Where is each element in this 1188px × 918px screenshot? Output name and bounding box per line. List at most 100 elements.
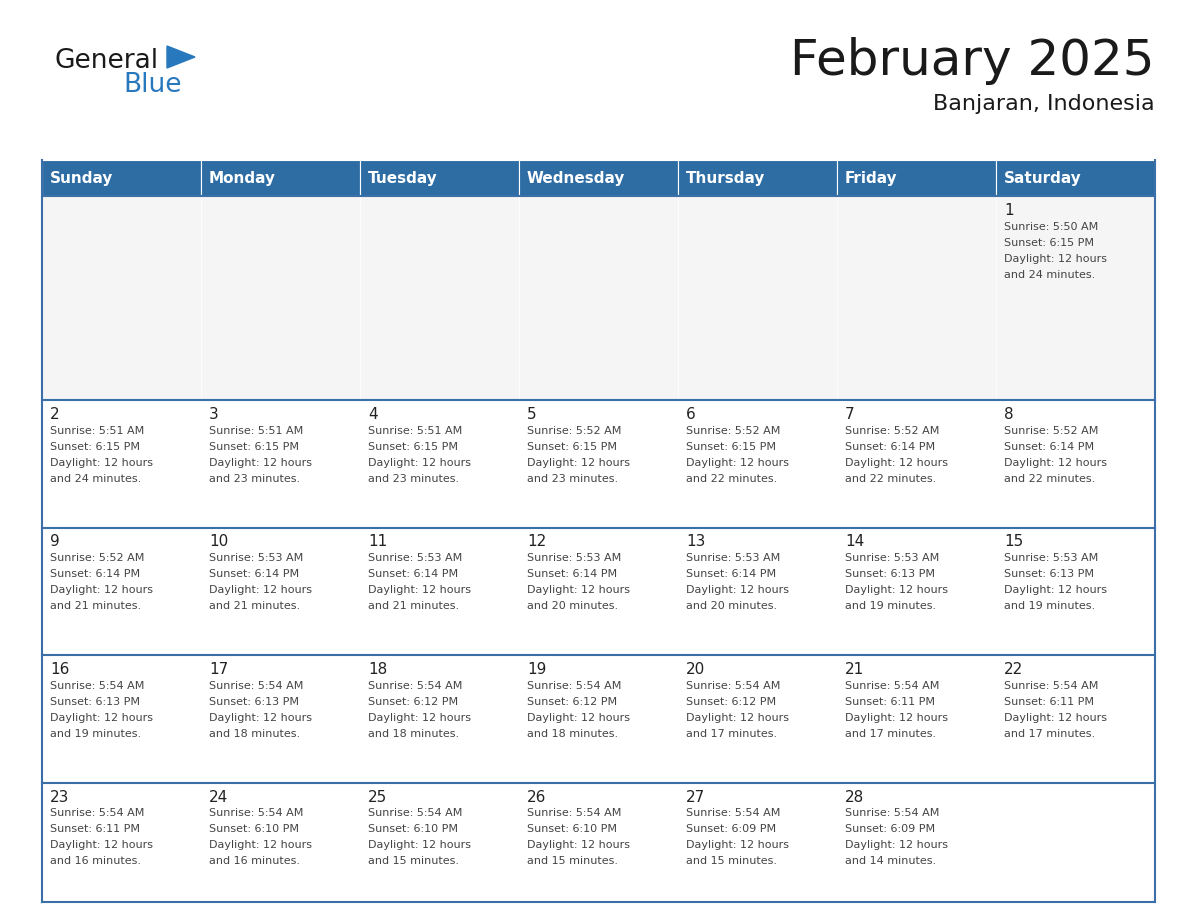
Text: Daylight: 12 hours: Daylight: 12 hours — [50, 840, 153, 850]
Text: and 22 minutes.: and 22 minutes. — [1004, 474, 1095, 484]
Text: and 23 minutes.: and 23 minutes. — [527, 474, 618, 484]
Text: and 20 minutes.: and 20 minutes. — [685, 601, 777, 611]
Text: Daylight: 12 hours: Daylight: 12 hours — [368, 586, 470, 595]
Text: Sunset: 6:14 PM: Sunset: 6:14 PM — [1004, 442, 1094, 452]
Text: 24: 24 — [209, 789, 228, 804]
Text: Sunrise: 5:54 AM: Sunrise: 5:54 AM — [1004, 681, 1099, 691]
Text: and 15 minutes.: and 15 minutes. — [368, 856, 459, 867]
Text: Sunset: 6:11 PM: Sunset: 6:11 PM — [1004, 697, 1094, 707]
Text: Sunset: 6:15 PM: Sunset: 6:15 PM — [527, 442, 617, 452]
Text: Sunrise: 5:52 AM: Sunrise: 5:52 AM — [1004, 426, 1099, 436]
Text: Daylight: 12 hours: Daylight: 12 hours — [209, 458, 312, 468]
Text: and 15 minutes.: and 15 minutes. — [685, 856, 777, 867]
Text: Daylight: 12 hours: Daylight: 12 hours — [527, 712, 630, 722]
Text: Daylight: 12 hours: Daylight: 12 hours — [845, 840, 948, 850]
Bar — [519, 196, 678, 400]
Bar — [42, 782, 201, 910]
Text: Sunset: 6:13 PM: Sunset: 6:13 PM — [845, 569, 935, 579]
Text: 26: 26 — [527, 789, 546, 804]
Text: 15: 15 — [1004, 534, 1023, 550]
Bar — [678, 400, 838, 528]
Text: and 23 minutes.: and 23 minutes. — [368, 474, 459, 484]
Text: Sunrise: 5:54 AM: Sunrise: 5:54 AM — [50, 681, 145, 691]
Text: and 14 minutes.: and 14 minutes. — [845, 856, 936, 867]
Text: Daylight: 12 hours: Daylight: 12 hours — [368, 458, 470, 468]
Text: Sunset: 6:09 PM: Sunset: 6:09 PM — [685, 824, 776, 834]
Text: 28: 28 — [845, 789, 864, 804]
Bar — [996, 196, 1155, 400]
Bar — [360, 528, 519, 655]
Text: Sunset: 6:09 PM: Sunset: 6:09 PM — [845, 824, 935, 834]
Text: Wednesday: Wednesday — [527, 171, 625, 185]
Text: Sunrise: 5:54 AM: Sunrise: 5:54 AM — [685, 809, 781, 818]
Text: Sunset: 6:14 PM: Sunset: 6:14 PM — [527, 569, 617, 579]
Text: and 17 minutes.: and 17 minutes. — [1004, 729, 1095, 739]
Text: Sunrise: 5:53 AM: Sunrise: 5:53 AM — [1004, 554, 1098, 564]
Bar — [838, 400, 996, 528]
Bar — [519, 400, 678, 528]
Text: Sunset: 6:13 PM: Sunset: 6:13 PM — [1004, 569, 1094, 579]
Bar — [42, 196, 201, 400]
Text: Sunrise: 5:53 AM: Sunrise: 5:53 AM — [209, 554, 303, 564]
Text: Tuesday: Tuesday — [368, 171, 437, 185]
Bar — [678, 782, 838, 910]
Bar — [678, 528, 838, 655]
Text: Sunrise: 5:51 AM: Sunrise: 5:51 AM — [209, 426, 303, 436]
Text: 17: 17 — [209, 662, 228, 677]
Text: Daylight: 12 hours: Daylight: 12 hours — [209, 840, 312, 850]
Text: Friday: Friday — [845, 171, 898, 185]
Polygon shape — [168, 46, 195, 68]
Text: Daylight: 12 hours: Daylight: 12 hours — [685, 458, 789, 468]
Text: Sunrise: 5:53 AM: Sunrise: 5:53 AM — [685, 554, 781, 564]
Text: Daylight: 12 hours: Daylight: 12 hours — [845, 586, 948, 595]
Text: Sunrise: 5:54 AM: Sunrise: 5:54 AM — [368, 809, 462, 818]
Text: and 24 minutes.: and 24 minutes. — [50, 474, 141, 484]
Bar — [838, 782, 996, 910]
Text: Sunrise: 5:54 AM: Sunrise: 5:54 AM — [527, 681, 621, 691]
Text: Thursday: Thursday — [685, 171, 765, 185]
Text: Daylight: 12 hours: Daylight: 12 hours — [368, 840, 470, 850]
Bar — [42, 400, 201, 528]
Text: Daylight: 12 hours: Daylight: 12 hours — [1004, 712, 1107, 722]
Bar — [996, 528, 1155, 655]
Text: and 17 minutes.: and 17 minutes. — [845, 729, 936, 739]
Text: Daylight: 12 hours: Daylight: 12 hours — [50, 458, 153, 468]
Text: and 15 minutes.: and 15 minutes. — [527, 856, 618, 867]
Text: and 21 minutes.: and 21 minutes. — [368, 601, 459, 611]
Bar — [996, 160, 1155, 196]
Text: Sunrise: 5:52 AM: Sunrise: 5:52 AM — [685, 426, 781, 436]
Bar — [42, 655, 201, 782]
Text: Sunset: 6:14 PM: Sunset: 6:14 PM — [845, 442, 935, 452]
Bar — [996, 782, 1155, 910]
Text: 5: 5 — [527, 407, 537, 422]
Bar — [360, 655, 519, 782]
Text: Monday: Monday — [209, 171, 276, 185]
Text: Sunset: 6:15 PM: Sunset: 6:15 PM — [50, 442, 140, 452]
Text: Sunrise: 5:50 AM: Sunrise: 5:50 AM — [1004, 222, 1098, 232]
Text: Daylight: 12 hours: Daylight: 12 hours — [50, 586, 153, 595]
Text: Sunset: 6:10 PM: Sunset: 6:10 PM — [209, 824, 299, 834]
Text: Sunrise: 5:53 AM: Sunrise: 5:53 AM — [527, 554, 621, 564]
Text: Daylight: 12 hours: Daylight: 12 hours — [845, 712, 948, 722]
Bar — [996, 400, 1155, 528]
Bar — [201, 196, 360, 400]
Text: Daylight: 12 hours: Daylight: 12 hours — [1004, 253, 1107, 263]
Bar — [360, 782, 519, 910]
Text: Sunrise: 5:53 AM: Sunrise: 5:53 AM — [368, 554, 462, 564]
Text: 9: 9 — [50, 534, 59, 550]
Text: 23: 23 — [50, 789, 69, 804]
Text: Daylight: 12 hours: Daylight: 12 hours — [1004, 586, 1107, 595]
Text: 4: 4 — [368, 407, 378, 422]
Text: and 19 minutes.: and 19 minutes. — [845, 601, 936, 611]
Text: 6: 6 — [685, 407, 696, 422]
Text: 12: 12 — [527, 534, 546, 550]
Bar — [201, 528, 360, 655]
Text: 27: 27 — [685, 789, 706, 804]
Text: 13: 13 — [685, 534, 706, 550]
Text: Sunrise: 5:51 AM: Sunrise: 5:51 AM — [50, 426, 144, 436]
Text: 7: 7 — [845, 407, 854, 422]
Text: Sunset: 6:10 PM: Sunset: 6:10 PM — [368, 824, 459, 834]
Text: Sunrise: 5:54 AM: Sunrise: 5:54 AM — [845, 681, 940, 691]
Text: Sunrise: 5:53 AM: Sunrise: 5:53 AM — [845, 554, 940, 564]
Text: 19: 19 — [527, 662, 546, 677]
